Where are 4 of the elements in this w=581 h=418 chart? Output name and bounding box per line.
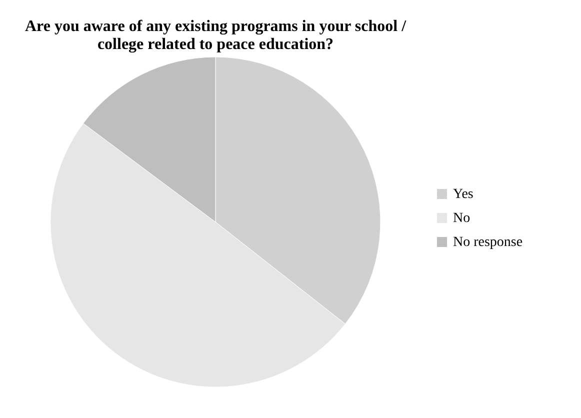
legend-label: Yes [453,187,474,202]
chart-title: Are you aware of any existing programs in your school / college related to peace education? [24,18,407,53]
legend-label: No [453,211,470,226]
legend-label: No response [453,235,523,250]
